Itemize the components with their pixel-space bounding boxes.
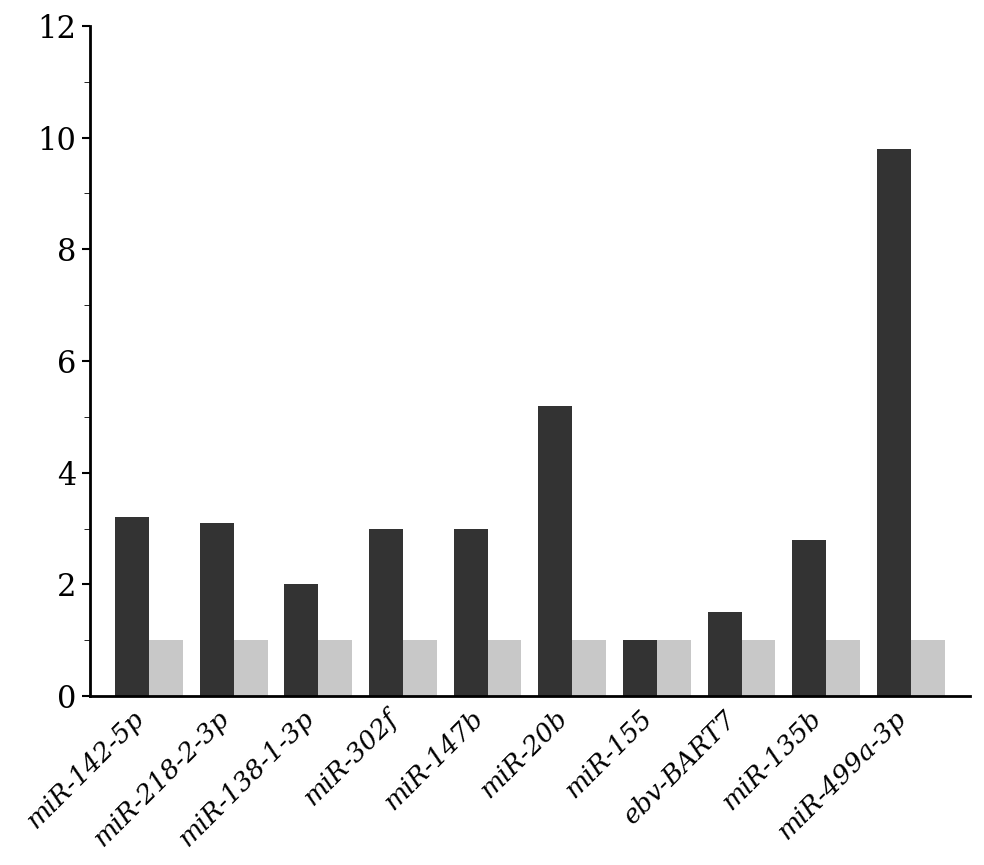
Bar [911,640,945,696]
Bar [200,523,233,696]
Bar [454,529,488,696]
Bar [573,640,606,696]
Bar [488,640,522,696]
Bar [403,640,437,696]
Bar [742,640,775,696]
Bar [115,517,149,696]
Bar [284,585,318,696]
Bar [657,640,691,696]
Bar [369,529,403,696]
Bar [233,640,268,696]
Bar [792,540,827,696]
Bar [623,640,657,696]
Bar [877,149,911,696]
Bar [707,612,742,696]
Bar [318,640,352,696]
Bar [149,640,183,696]
Bar [827,640,860,696]
Bar [538,406,573,696]
